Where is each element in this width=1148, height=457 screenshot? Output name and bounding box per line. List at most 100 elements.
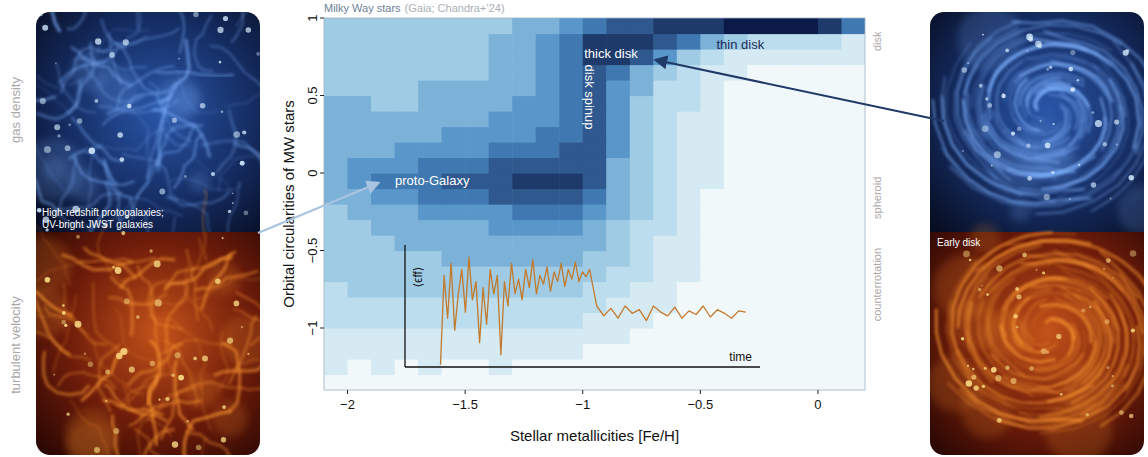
heat-cell bbox=[818, 328, 842, 344]
heat-cell bbox=[324, 282, 348, 298]
panel-filament bbox=[138, 404, 156, 455]
heat-cell bbox=[771, 189, 795, 205]
heat-cell bbox=[395, 65, 419, 81]
heat-cell bbox=[371, 313, 395, 329]
panel-clump bbox=[1114, 119, 1119, 124]
heat-cell bbox=[559, 65, 583, 81]
panel-clump bbox=[1011, 132, 1015, 136]
heat-cell bbox=[747, 266, 771, 282]
heat-cell bbox=[583, 235, 607, 251]
heat-cell bbox=[442, 96, 466, 112]
panel-filament bbox=[156, 94, 172, 166]
heat-cell bbox=[371, 328, 395, 344]
heat-cell bbox=[771, 344, 795, 360]
heat-cell bbox=[489, 96, 513, 112]
heat-cell bbox=[371, 18, 395, 34]
panel-filament bbox=[1042, 275, 1118, 366]
panel-clump bbox=[1103, 268, 1105, 270]
heat-cell bbox=[512, 235, 536, 251]
panel-filament bbox=[116, 374, 173, 406]
heat-cell bbox=[841, 142, 865, 158]
heat-cell bbox=[442, 18, 466, 34]
heat-cell bbox=[348, 142, 372, 158]
heat-cell bbox=[818, 220, 842, 236]
panel-filament bbox=[94, 341, 145, 395]
y-tick bbox=[320, 95, 324, 96]
panel-filament bbox=[941, 147, 1120, 204]
heat-cell bbox=[630, 173, 654, 189]
panel-filament bbox=[159, 125, 203, 171]
title-main: Milky Way stars bbox=[324, 2, 401, 14]
panel-filament bbox=[47, 12, 62, 32]
heat-cell bbox=[465, 111, 489, 127]
panel-clump bbox=[154, 261, 161, 268]
y-tick-label: −1 bbox=[305, 321, 320, 336]
heat-cell bbox=[348, 344, 372, 360]
heat-cell bbox=[700, 96, 724, 112]
heat-cell bbox=[559, 18, 583, 34]
heat-cell bbox=[818, 158, 842, 174]
heat-cell bbox=[794, 49, 818, 65]
panel-filament bbox=[226, 81, 260, 107]
heat-cell bbox=[700, 220, 724, 236]
heat-cell bbox=[395, 127, 419, 143]
panel-clump bbox=[994, 151, 1001, 158]
heat-cell bbox=[630, 158, 654, 174]
heat-cell bbox=[324, 266, 348, 282]
heat-cell bbox=[324, 204, 348, 220]
y-axis-title: Orbital circularities of MW stars bbox=[280, 100, 297, 308]
heat-cell bbox=[630, 313, 654, 329]
heat-cell bbox=[371, 235, 395, 251]
heat-cell bbox=[536, 251, 560, 267]
panel-clump bbox=[1026, 144, 1031, 149]
heat-cell bbox=[348, 111, 372, 127]
panel-clump bbox=[1077, 79, 1079, 81]
panel-filament bbox=[36, 130, 63, 191]
panel-filament bbox=[1004, 125, 1071, 147]
heat-cell bbox=[465, 204, 489, 220]
heat-cell bbox=[348, 220, 372, 236]
heat-cell bbox=[724, 173, 748, 189]
heat-cell bbox=[724, 18, 748, 34]
heat-cell bbox=[794, 204, 818, 220]
heat-cell bbox=[818, 127, 842, 143]
heat-cell bbox=[653, 34, 677, 50]
heat-cell bbox=[606, 282, 630, 298]
panel-clump bbox=[1069, 198, 1071, 200]
heat-cell bbox=[583, 251, 607, 267]
panel-filament bbox=[234, 143, 260, 181]
heat-cell bbox=[371, 96, 395, 112]
panel-filament bbox=[1032, 39, 1139, 149]
inset-y-title: ⟨ϵff⟩ bbox=[411, 266, 425, 287]
heat-cell bbox=[747, 282, 771, 298]
heat-cell bbox=[677, 220, 701, 236]
heat-cell bbox=[395, 375, 419, 391]
heat-cell bbox=[677, 34, 701, 50]
panel-filament bbox=[1016, 330, 1085, 380]
heat-cell bbox=[465, 65, 489, 81]
heat-cell bbox=[747, 18, 771, 34]
right-panels bbox=[930, 12, 1144, 455]
heat-cell bbox=[700, 189, 724, 205]
annotation: thin disk bbox=[716, 37, 764, 52]
heat-cell bbox=[371, 158, 395, 174]
heat-cell bbox=[465, 49, 489, 65]
panel-filament bbox=[990, 260, 1124, 293]
panel-clump bbox=[193, 12, 198, 17]
heat-cell bbox=[324, 297, 348, 313]
panel-filament bbox=[170, 437, 206, 455]
heat-cell bbox=[794, 18, 818, 34]
heat-cell bbox=[512, 189, 536, 205]
heat-cell bbox=[536, 220, 560, 236]
panel-clump bbox=[1022, 253, 1027, 258]
panel-filament bbox=[36, 308, 62, 317]
heat-cell bbox=[653, 111, 677, 127]
heat-cell bbox=[653, 158, 677, 174]
panel-clump bbox=[109, 52, 115, 58]
y-tick bbox=[320, 173, 324, 174]
heat-cell bbox=[371, 80, 395, 96]
heat-cell bbox=[771, 111, 795, 127]
panel-clump bbox=[221, 437, 226, 442]
panel-filament bbox=[1036, 328, 1073, 369]
annotation: thick disk bbox=[584, 46, 638, 61]
